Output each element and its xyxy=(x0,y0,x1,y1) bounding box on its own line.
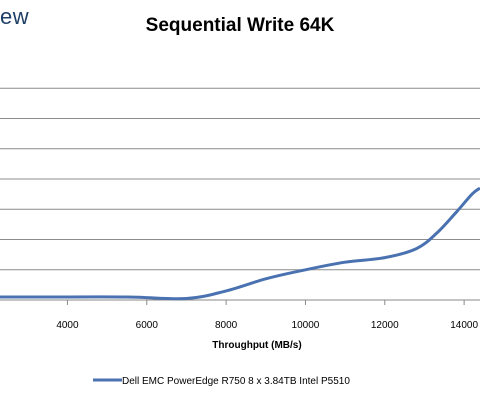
legend-label: Dell EMC PowerEdge R750 8 x 3.84TB Intel… xyxy=(122,376,350,387)
gridlines xyxy=(0,87,480,271)
x-tick-label: 10000 xyxy=(292,320,320,331)
chart-title: Sequential Write 64K xyxy=(145,15,335,36)
x-tick-label: 6000 xyxy=(136,320,159,331)
x-tick-label: 14000 xyxy=(450,320,478,331)
series-group xyxy=(0,186,480,301)
series-line xyxy=(0,186,480,301)
x-axis-ticks: 4000 6000 8000 10000 12000 14000 xyxy=(56,300,478,331)
x-tick-label: 12000 xyxy=(371,320,399,331)
x-tick-label: 8000 xyxy=(215,320,238,331)
legend: Dell EMC PowerEdge R750 8 x 3.84TB Intel… xyxy=(93,376,350,387)
x-axis-title: Throughput (MB/s) xyxy=(212,340,301,351)
x-tick-label: 4000 xyxy=(56,320,79,331)
logo-fragment: ew xyxy=(0,4,30,29)
